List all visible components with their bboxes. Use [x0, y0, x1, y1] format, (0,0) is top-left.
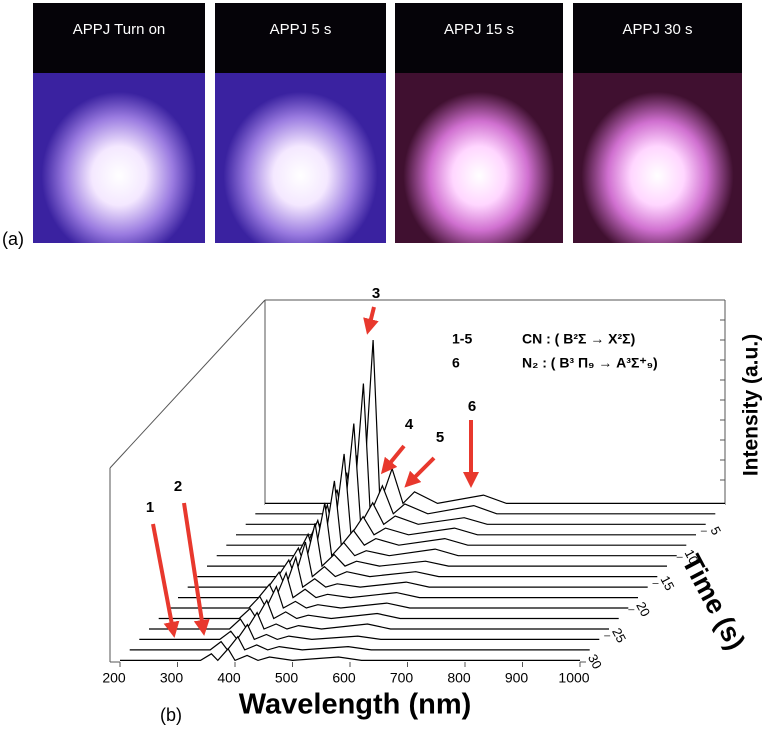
annotation: 4 [405, 416, 414, 433]
photo: APPJ Turn on [33, 3, 205, 243]
z-tick-label: 10 [682, 547, 702, 567]
legend-text: N₂ : ( B³ Π₉ → A³Σ⁺₉) [522, 355, 658, 371]
legend-text: CN : ( B²Σ → X²Σ) [522, 331, 635, 347]
spectrum-line [120, 647, 580, 662]
y-axis-title: Intensity (a.u.) [740, 334, 763, 476]
spectrum-mask [168, 586, 629, 612]
z-tick-label: 5 [707, 524, 724, 537]
box-frame [109, 299, 726, 663]
x-tick-label: 200 [102, 670, 126, 686]
legend-key: 1-5 [452, 331, 472, 347]
spectrum-line [158, 598, 619, 620]
spectrum-line [149, 611, 609, 631]
panel-label: (b) [160, 705, 182, 725]
photo-caption: APPJ 15 s [443, 21, 515, 38]
legend-key: 6 [452, 355, 460, 371]
photo: APPJ 5 s [215, 3, 386, 243]
spectrum-mask [120, 648, 580, 664]
spectrum-line [187, 555, 648, 589]
x-tick-label: 600 [332, 670, 356, 686]
x-tick-label: 300 [160, 670, 184, 686]
z-tick-label: 15 [657, 573, 677, 593]
photo-caption: APPJ 5 s [269, 21, 332, 38]
annotation: 3 [372, 285, 380, 302]
intensity-ticks [720, 319, 725, 481]
spectrum-mask [129, 636, 590, 654]
spectrum-line [168, 584, 629, 610]
z-axis-title: Time (s) [676, 550, 751, 655]
photo: APPJ 15 s [395, 3, 563, 243]
annotation: 2 [174, 478, 182, 495]
x-tick-label: 900 [505, 670, 529, 686]
spectrum-line [139, 623, 600, 641]
z-tick-label: 25 [609, 625, 629, 645]
z-tick-label: 30 [585, 652, 605, 672]
x-axis-title: Wavelength (nm) [239, 689, 472, 721]
annotation-arrows [151, 306, 479, 638]
panel-label: (a) [2, 229, 24, 249]
annotation: 1 [146, 499, 154, 516]
x-tick-label: 400 [217, 670, 241, 686]
spectrum-line [255, 383, 716, 515]
photo-caption: APPJ Turn on [72, 21, 166, 38]
x-tick-label: 500 [275, 670, 299, 686]
spectrum-mask [139, 624, 600, 644]
x-tick-label: 800 [447, 670, 471, 686]
annotation: 5 [436, 429, 444, 446]
annotation: 6 [468, 398, 476, 415]
spectrum-line [178, 570, 638, 600]
photo-caption: APPJ 30 s [622, 21, 693, 38]
z-tick-label: 20 [633, 599, 653, 619]
x-tick-label: 1000 [558, 670, 589, 686]
x-tick-label: 700 [390, 670, 414, 686]
photo: APPJ 30 s [573, 3, 742, 243]
spectrum-line [129, 635, 590, 651]
